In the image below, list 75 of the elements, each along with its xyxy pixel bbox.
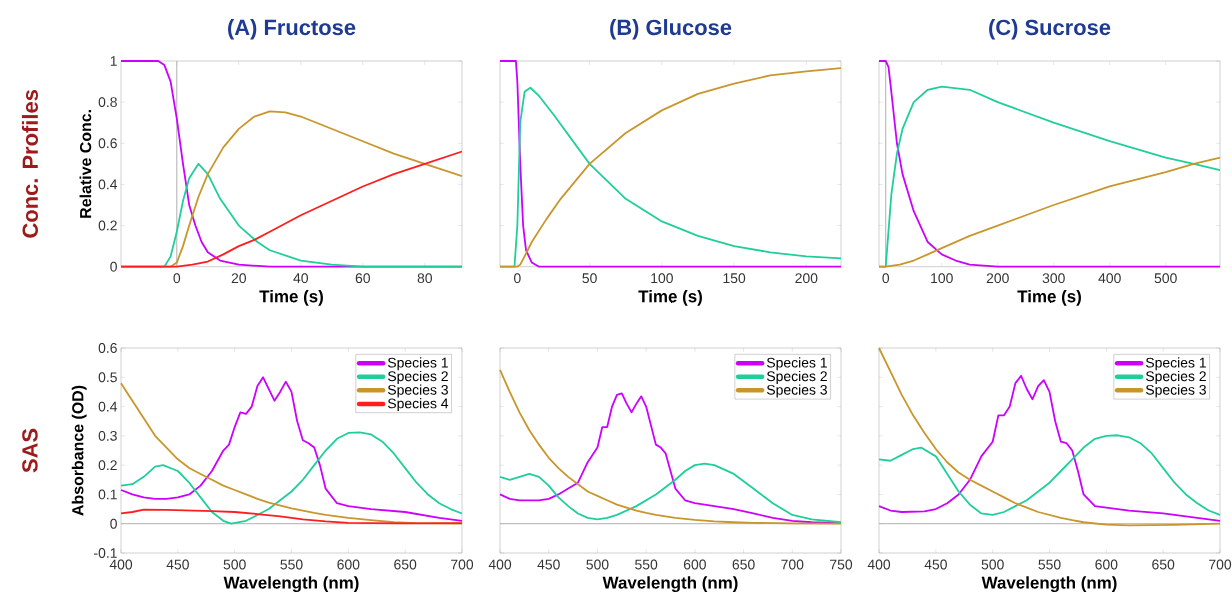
y-axis-title: Relative Conc. (79, 110, 92, 218)
y-tick-label: 0.8 (98, 97, 117, 108)
y-tick-label: 0.4 (98, 401, 118, 412)
legend-label: Species 3 (387, 384, 448, 398)
x-tick-label: 80 (417, 273, 433, 284)
x-tick-label: 600 (1095, 559, 1118, 570)
legend-label: Species 2 (766, 370, 827, 384)
y-tick-label: 1 (110, 56, 117, 66)
x-tick-label: 20 (231, 273, 247, 284)
x-tick-label: 100 (931, 273, 953, 284)
y-tick-label: 0.5 (98, 372, 117, 383)
text: SAS (22, 428, 38, 473)
x-tick-label: 300 (1042, 273, 1065, 284)
x-tick-label: 200 (795, 273, 818, 284)
x-tick-label: 400 (1098, 273, 1121, 284)
x-tick-label: 550 (1038, 559, 1061, 570)
x-tick-label: 400 (488, 559, 512, 570)
x-tick-label: 650 (394, 559, 417, 570)
x-tick-label: 150 (723, 273, 746, 284)
chart-title: (A) Fructose (228, 19, 356, 40)
legend-label: Species 1 (387, 357, 448, 371)
x-tick-label: 0 (173, 273, 181, 284)
x-axis-title: Wavelength (nm) (223, 576, 359, 593)
legend-label: Species 4 (387, 398, 449, 412)
x-tick-label: 550 (635, 559, 658, 570)
x-tick-label: 750 (830, 559, 853, 570)
y-tick-label: 0.4 (98, 179, 118, 190)
x-tick-label: 400 (109, 559, 133, 570)
x-axis-title: Time (s) (1017, 289, 1081, 306)
legend-label: Species 1 (1145, 357, 1206, 371)
legend-label: Species 3 (1145, 384, 1206, 398)
chart-title: (C) Sucrose (989, 19, 1111, 40)
x-axis-title: Time (s) (638, 289, 702, 306)
x-tick-label: 700 (781, 559, 804, 570)
x-tick-label: 600 (337, 559, 360, 570)
x-tick-label: 500 (223, 559, 246, 570)
chart-title: (B) Glucose (610, 19, 732, 40)
y-tick-label: 0 (110, 518, 117, 529)
x-tick-label: 40 (293, 273, 309, 284)
x-tick-label: 50 (582, 273, 597, 284)
y-tick-label: 0.6 (98, 343, 117, 353)
x-tick-label: 450 (537, 559, 560, 570)
x-tick-label: 650 (1152, 559, 1175, 570)
x-tick-label: 600 (683, 559, 706, 570)
x-axis-title: Time (s) (259, 289, 323, 306)
y-tick-label: 0.3 (98, 430, 117, 441)
y-tick-label: -0.1 (94, 548, 117, 558)
x-tick-label: 500 (586, 559, 609, 570)
x-axis-title: Wavelength (nm) (981, 576, 1117, 593)
y-tick-label: 0.2 (98, 460, 117, 471)
y-axis-title: Absorbance (OD) (71, 385, 87, 516)
legend-label: Species 2 (387, 370, 448, 384)
x-tick-label: 0 (882, 273, 890, 284)
text: Conc. Profiles (21, 90, 39, 238)
x-tick-label: 650 (732, 559, 755, 570)
x-tick-label: 100 (651, 273, 673, 284)
x-tick-label: 500 (981, 559, 1004, 570)
y-tick-label: 0.6 (98, 138, 117, 149)
x-tick-label: 500 (1154, 273, 1177, 284)
x-tick-label: 60 (355, 273, 371, 284)
legend-label: Species 3 (766, 384, 827, 398)
x-tick-label: 450 (166, 559, 189, 570)
x-tick-label: 550 (280, 559, 303, 570)
x-tick-label: 700 (451, 559, 474, 570)
x-tick-label: 200 (986, 273, 1009, 284)
y-tick-label: 0.1 (98, 489, 117, 500)
x-tick-label: 700 (1209, 559, 1232, 570)
legend-label: Species 1 (766, 357, 827, 371)
x-tick-label: 400 (867, 559, 891, 570)
y-tick-label: 0 (110, 261, 117, 272)
x-tick-label: 0 (514, 273, 521, 284)
x-axis-title: Wavelength (nm) (602, 576, 738, 593)
legend-label: Species 2 (1145, 370, 1206, 384)
y-tick-label: 0.2 (98, 220, 117, 231)
x-tick-label: 450 (924, 559, 947, 570)
